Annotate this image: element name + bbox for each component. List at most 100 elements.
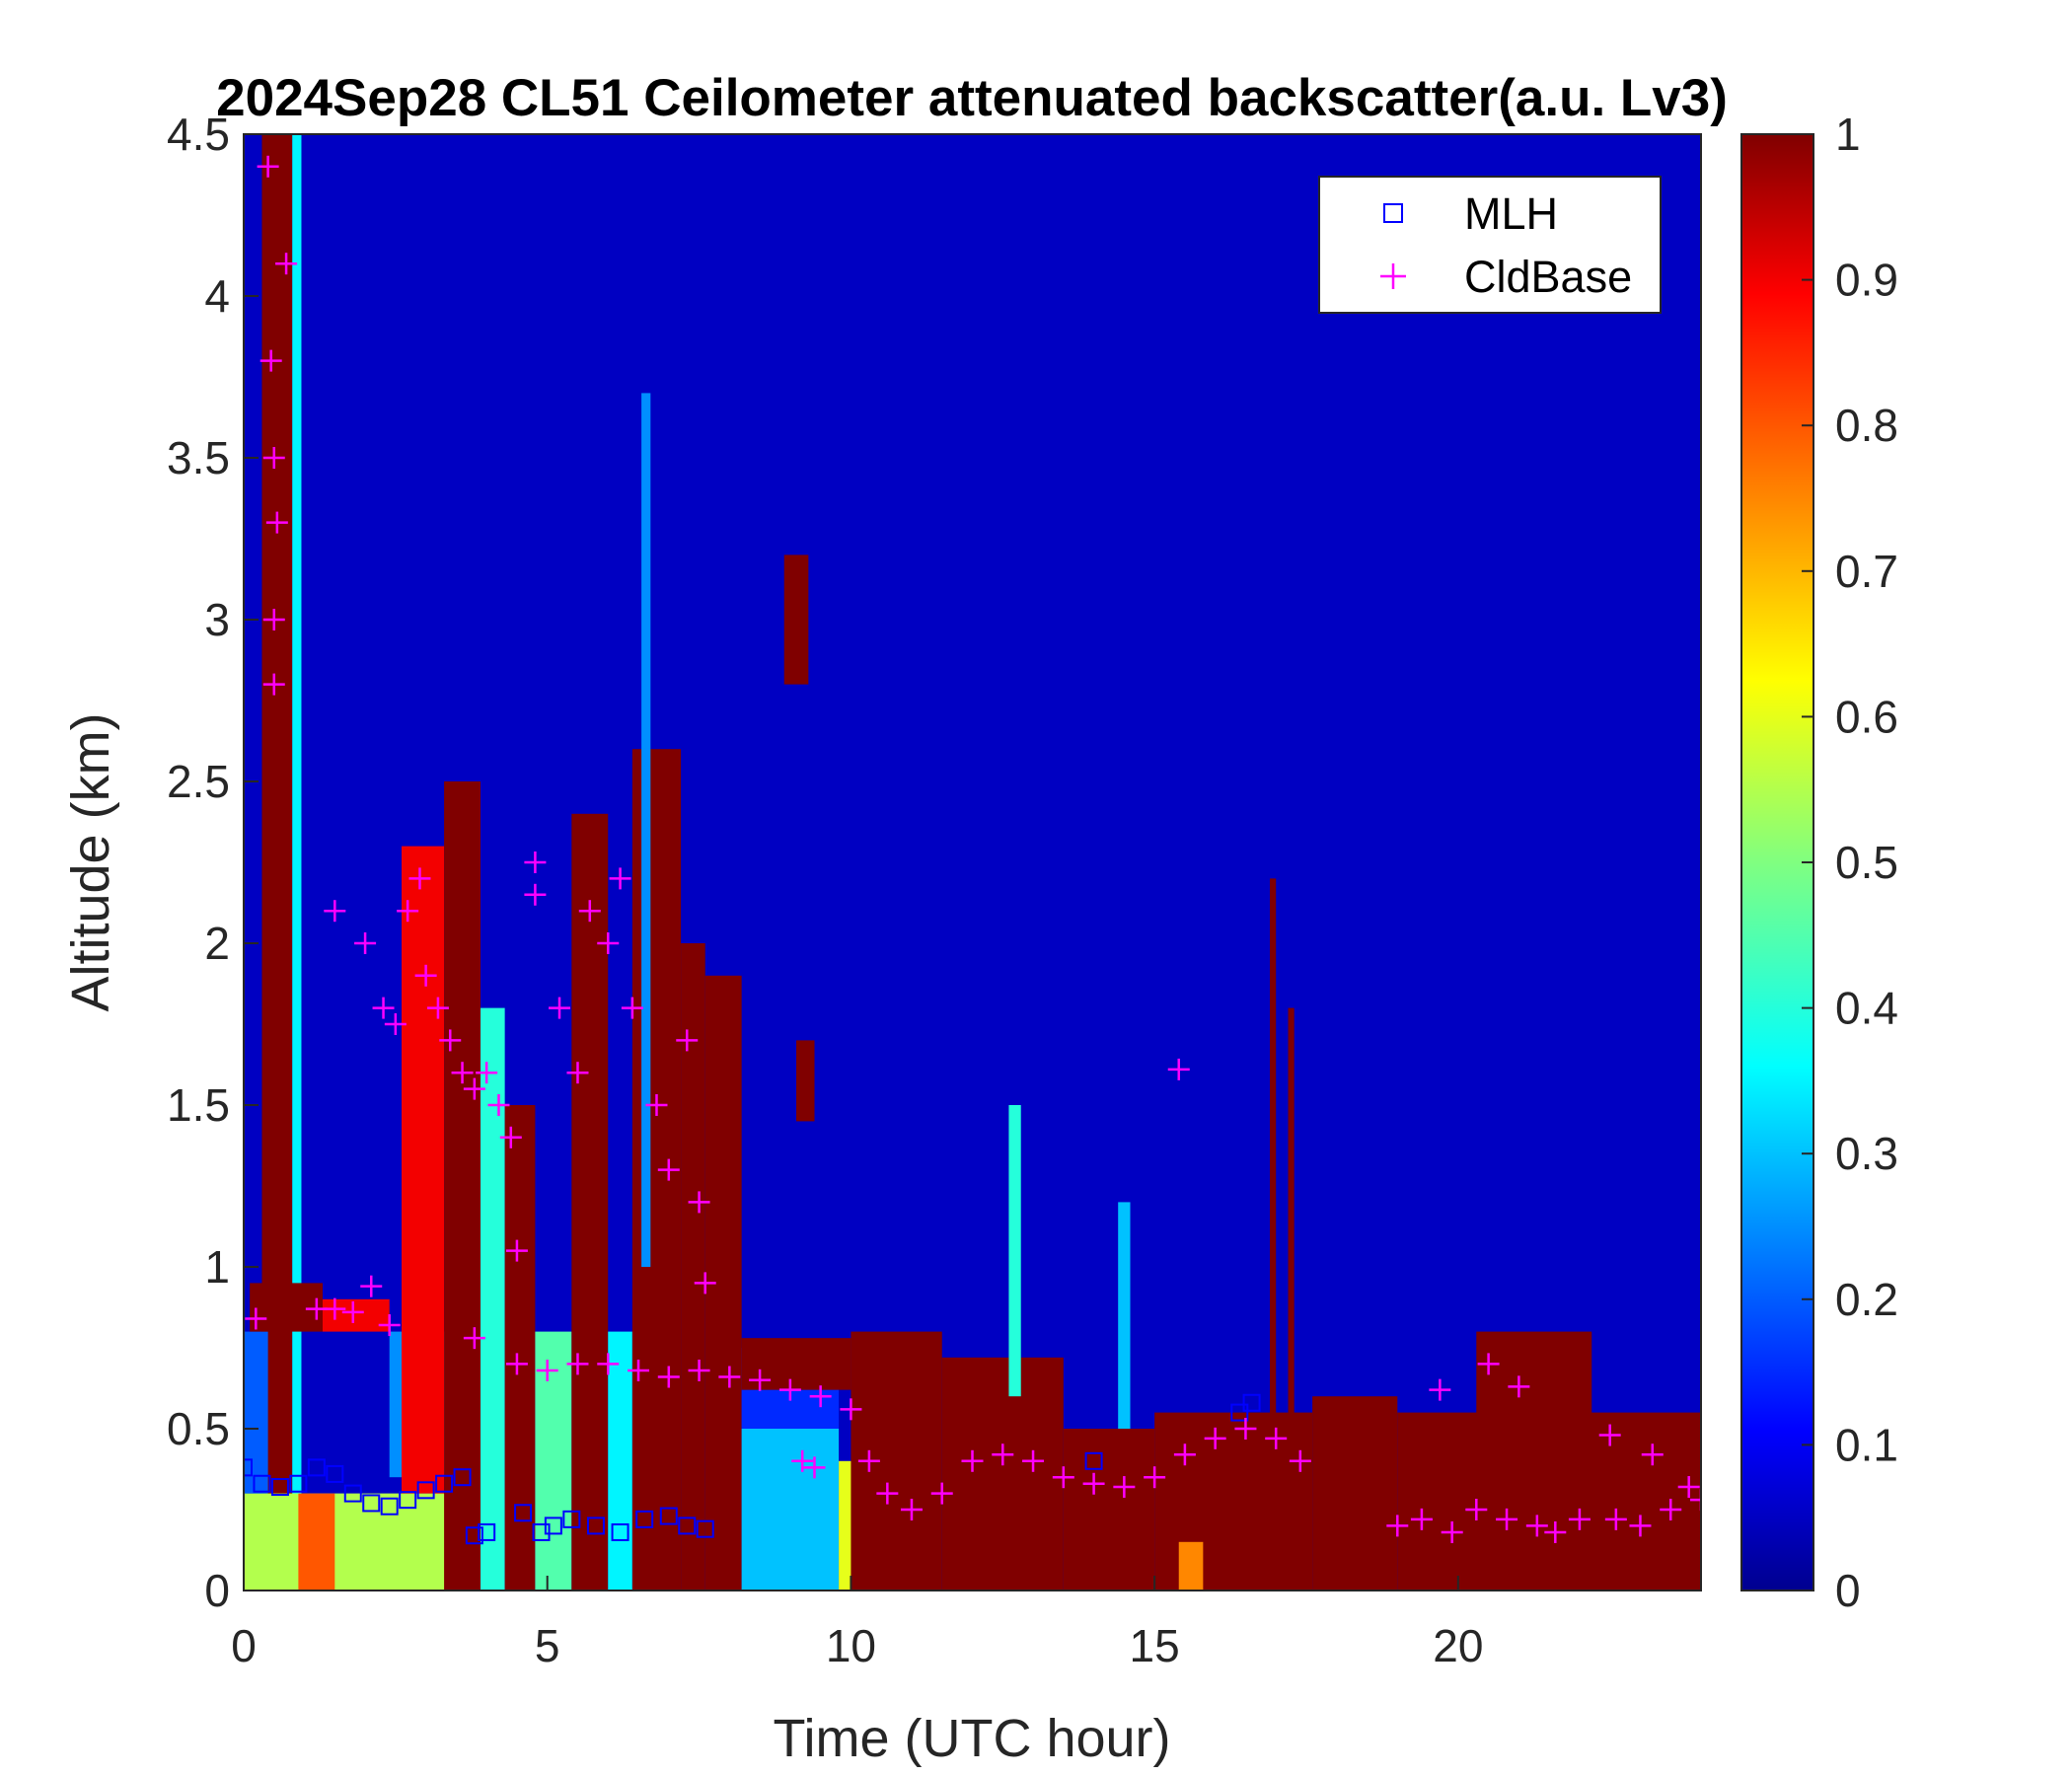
mlh-series	[244, 1393, 1261, 1545]
colorbar-tick-label: 1	[1835, 109, 1861, 160]
mlh-point	[362, 1494, 381, 1513]
heatmap-cell	[796, 1040, 815, 1122]
y-tick-label: 1	[204, 1241, 230, 1293]
mlh-point	[635, 1510, 654, 1528]
heatmap-cell	[535, 1331, 572, 1591]
cldbase-point	[961, 1449, 984, 1472]
cldbase-point	[257, 155, 279, 178]
cldbase-point	[1052, 1466, 1074, 1489]
mlh-point	[514, 1504, 533, 1522]
cldbase-point	[463, 1077, 485, 1100]
heatmap-cell	[1118, 1202, 1131, 1429]
heatmap-cell	[1312, 1396, 1398, 1591]
legend-mlh-label: MLH	[1464, 188, 1558, 239]
colorbar-gradient	[1740, 133, 1814, 1591]
cldbase-point	[809, 1385, 832, 1408]
heatmap-cell	[1154, 1412, 1313, 1591]
mlh-point	[289, 1474, 308, 1493]
mlh-point	[326, 1464, 344, 1483]
mlh-point	[544, 1517, 562, 1535]
y-tick-label: 4.5	[167, 109, 230, 160]
heatmap-cell	[1008, 1105, 1021, 1397]
heatmap-cell	[481, 1007, 505, 1591]
cldbase-point	[1604, 1508, 1627, 1530]
heatmap-cell	[1063, 1429, 1155, 1591]
cldbase-point	[621, 997, 643, 1019]
colorbar: 0 0.1 0.2 0.3 0.4 0.5 0.6 0.7 0.8 0.9 1	[1740, 109, 1898, 1616]
mlh-point	[1230, 1403, 1249, 1422]
cldbase-point	[1641, 1443, 1664, 1466]
mlh-point	[1242, 1393, 1261, 1412]
cldbase-point	[1508, 1375, 1530, 1398]
cldbase-point	[840, 1398, 862, 1421]
mlh-point	[678, 1517, 697, 1535]
y-tick-label: 2.5	[167, 756, 230, 807]
mlh-point	[380, 1497, 399, 1516]
cldbase-point	[536, 1359, 558, 1381]
heatmap-cell	[292, 134, 302, 1591]
cldbase-point	[476, 1062, 498, 1084]
x-tick-label: 0	[231, 1620, 257, 1671]
cldbase-point	[1598, 1424, 1621, 1446]
cldbase-point	[1144, 1466, 1166, 1489]
cldbase-point	[324, 900, 346, 923]
heatmap-cell	[741, 1429, 840, 1591]
heatmap-cell	[941, 1357, 1064, 1591]
y-tick-label: 3	[204, 594, 230, 645]
chart-title: 2024Sep28 CL51 Ceilometer attenuated bac…	[216, 69, 1728, 127]
cldbase-point	[628, 1359, 650, 1381]
cldbase-point	[524, 883, 547, 906]
cldbase-point	[324, 1297, 346, 1320]
cldbase-point	[1465, 1499, 1488, 1520]
cldbase-point	[1568, 1508, 1591, 1530]
heatmap-cell	[323, 1298, 390, 1332]
legend-cldbase-marker	[1380, 263, 1406, 289]
cldbase-point	[645, 1094, 668, 1116]
cldbase-point	[1690, 1489, 1701, 1512]
cldbase-point	[1496, 1508, 1518, 1530]
cldbase-point	[451, 1062, 474, 1084]
cldbase-point	[1410, 1508, 1433, 1530]
cldbase-point	[694, 1272, 716, 1295]
cldbase-point	[1525, 1515, 1548, 1537]
cldbase-point	[275, 253, 298, 275]
colorbar-tick-label: 0.2	[1835, 1274, 1898, 1325]
cldbase-point	[749, 1369, 772, 1391]
cldbase-point	[992, 1443, 1014, 1466]
mlh-point	[562, 1510, 581, 1528]
heatmap-cell	[641, 393, 651, 1267]
cldbase-point	[876, 1482, 899, 1505]
x-tick-label: 10	[826, 1620, 876, 1671]
cldbase-point	[384, 1013, 407, 1035]
y-tick-label: 2	[204, 918, 230, 969]
colorbar-tick-label: 0.6	[1835, 691, 1898, 742]
cldbase-point	[1660, 1499, 1682, 1520]
cldbase-point	[657, 1158, 680, 1181]
cldbase-point	[245, 1307, 267, 1330]
colorbar-tick-label: 0.3	[1835, 1128, 1898, 1179]
x-axis-label: Time (UTC hour)	[773, 1709, 1170, 1768]
y-axis-label: Altitude (km)	[61, 712, 120, 1011]
mlh-point	[270, 1478, 289, 1497]
colorbar-tick-label: 0.9	[1835, 255, 1898, 306]
cldbase-point	[566, 1062, 589, 1084]
cldbase-point	[609, 867, 631, 890]
legend-mlh-marker	[1383, 203, 1403, 223]
cldbase-point	[597, 932, 620, 954]
mlh-point	[244, 1458, 253, 1477]
mlh-point	[659, 1507, 678, 1525]
mlh-point	[253, 1474, 271, 1493]
heatmap-cell	[444, 781, 481, 1591]
y-axis-ticks: 0 0.5 1 1.5 2 2.5 3 3.5 4 4.5	[167, 109, 259, 1616]
cldbase-point	[372, 997, 395, 1019]
cldbase-point	[1082, 1472, 1105, 1495]
cldbase-point	[791, 1449, 814, 1472]
cldbase-point	[505, 1239, 528, 1262]
cldbase-point	[1289, 1449, 1311, 1472]
heatmap-cell	[681, 943, 705, 1591]
mlh-point	[532, 1522, 551, 1541]
cldbase-point	[305, 1297, 328, 1320]
mlh-point	[453, 1468, 472, 1487]
cldbase-point	[578, 900, 601, 923]
